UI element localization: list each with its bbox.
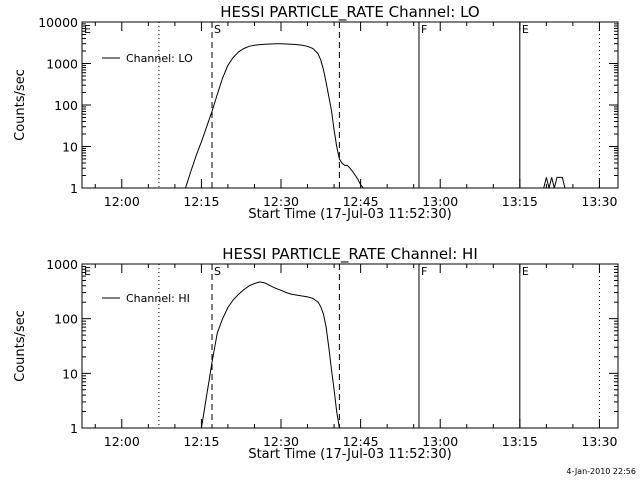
y-tick-label: 100 (54, 312, 78, 327)
x-tick-label: 13:30 (581, 194, 617, 209)
x-tick-label: 13:15 (502, 194, 538, 209)
series-line-tail (543, 176, 566, 189)
y-tick-label: 1 (70, 421, 78, 436)
y-tick-label: 100 (54, 98, 78, 113)
chart-title: HESSI PARTICLE_RATE Channel: HI (222, 245, 478, 264)
x-tick-label: 12:45 (343, 194, 379, 209)
x-tick-label: 12:30 (263, 194, 299, 209)
x-tick-label: 12:00 (104, 434, 140, 449)
y-tick-label: 1000 (46, 257, 78, 272)
x-tick-label: 12:15 (183, 194, 219, 209)
panel-lo: HESSI PARTICLE_RATE Channel: LO 1 10 100 100… (13, 3, 619, 222)
marker-label: S (214, 265, 221, 278)
footer-timestamp: 4-Jan-2010 22:56 (566, 467, 636, 476)
legend-label: Channel: HI (126, 292, 190, 305)
marker-label: F (421, 23, 427, 36)
x-tick-label: 12:30 (263, 434, 299, 449)
y-tick-label: 10 (62, 140, 78, 155)
x-tick-label: 12:00 (104, 194, 140, 209)
marker-label: F (421, 265, 427, 278)
y-axis-label: Counts/sec (13, 69, 28, 141)
x-tick-label: 12:45 (343, 434, 379, 449)
panel-hi: HESSI PARTICLE_RATE Channel: HI 1 10 100 100… (13, 245, 619, 462)
series-line (185, 43, 364, 189)
legend-label: Channel: LO (126, 52, 193, 65)
series-line (200, 281, 340, 429)
marker-label: E (522, 23, 529, 36)
x-axis-label: Start Time (17-Jul-03 11:52:30) (248, 447, 451, 462)
y-tick-label: 10000 (38, 15, 78, 30)
y-tick-label: 1000 (46, 57, 78, 72)
x-tick-label: 13:00 (422, 194, 458, 209)
plot-frame (81, 263, 619, 429)
x-tick-label: 13:00 (422, 434, 458, 449)
x-tick-label: 13:15 (502, 434, 538, 449)
marker-label: E (522, 265, 529, 278)
x-tick-label: 12:15 (183, 434, 219, 449)
marker-label: E (84, 265, 91, 278)
y-tick-label: 1 (70, 181, 78, 196)
chart-title: HESSI PARTICLE_RATE Channel: LO (220, 3, 479, 22)
plot-frame (81, 21, 619, 189)
marker-label: S (214, 23, 221, 36)
x-axis-label: Start Time (17-Jul-03 11:52:30) (248, 207, 451, 222)
y-axis-label: Counts/sec (13, 310, 28, 382)
marker-label: E (84, 23, 91, 36)
y-tick-label: 10 (62, 366, 78, 381)
x-tick-label: 13:30 (581, 434, 617, 449)
